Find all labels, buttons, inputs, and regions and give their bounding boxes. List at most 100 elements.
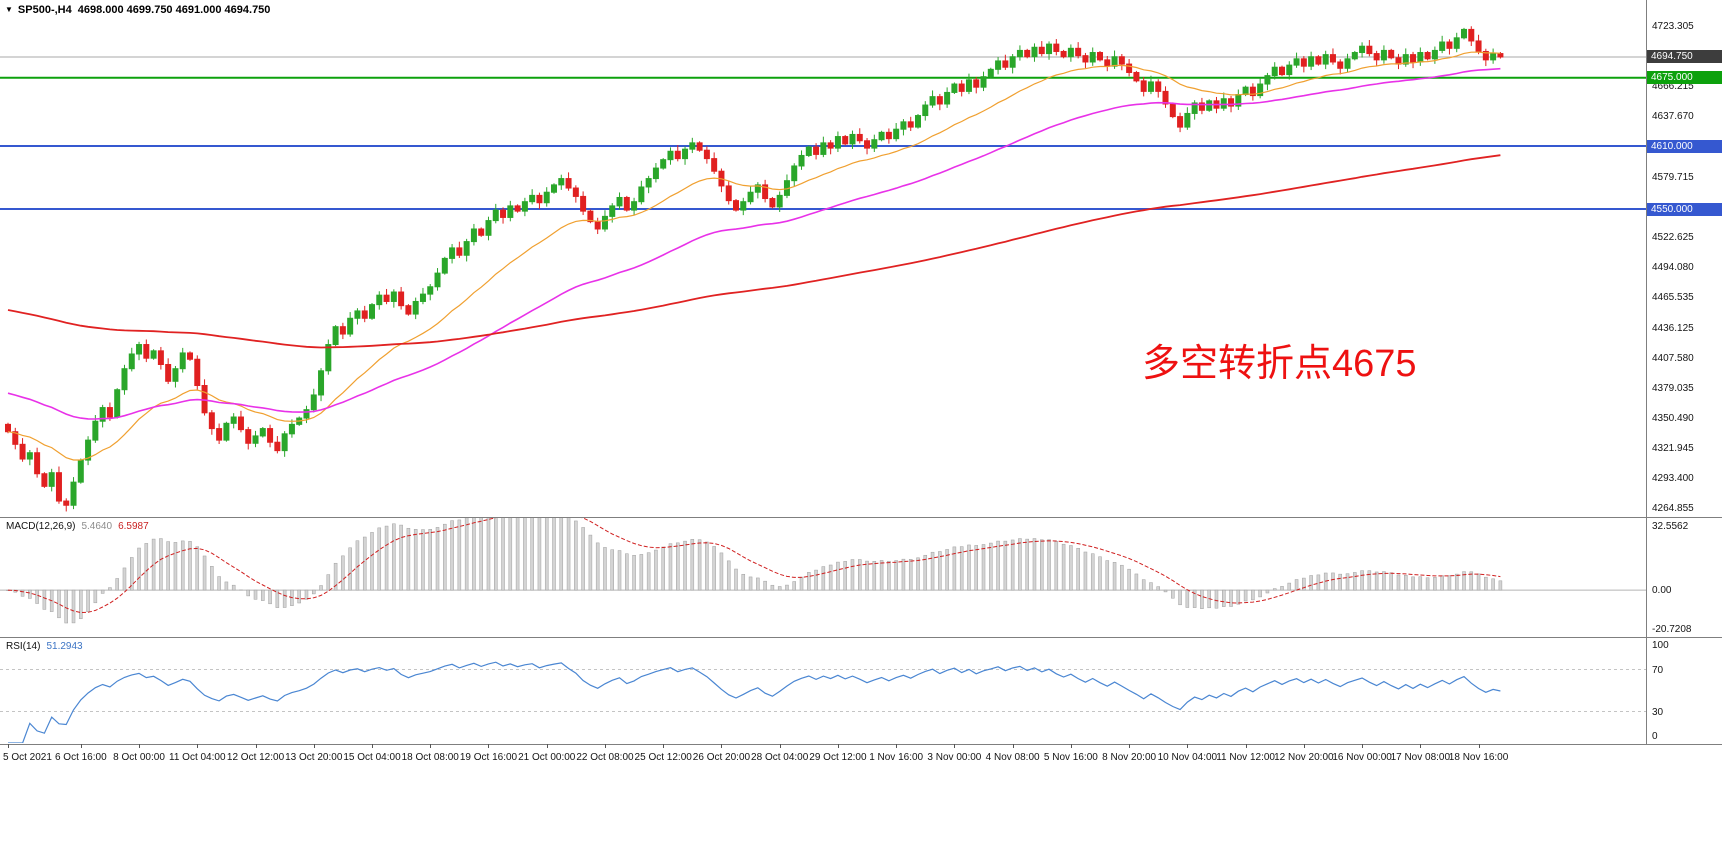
candle (208, 412, 215, 430)
candle (1308, 56, 1315, 67)
rsi-panel-separator[interactable] (0, 637, 1722, 638)
main-chart-canvas[interactable] (0, 0, 1646, 517)
price-marker-box: 4550.000 (1647, 202, 1722, 216)
candle (980, 76, 987, 88)
candle (48, 472, 55, 487)
time-axis-label: 18 Nov 16:00 (1448, 752, 1509, 763)
candle (1388, 49, 1395, 59)
candle (5, 423, 11, 433)
candle (1424, 52, 1431, 60)
candle (456, 247, 463, 256)
candle (1271, 66, 1278, 77)
candle (1169, 103, 1176, 118)
candle (237, 416, 244, 431)
candle (55, 472, 62, 502)
candle (1067, 47, 1074, 58)
price-axis-label: 4264.855 (1652, 503, 1694, 515)
candle (1162, 90, 1169, 105)
candle (871, 139, 878, 149)
candle (92, 420, 99, 441)
candle (369, 304, 375, 319)
candle (529, 194, 536, 203)
rsi-line (8, 661, 1501, 743)
candle (1147, 81, 1154, 92)
candle (849, 133, 856, 145)
time-tick (488, 744, 490, 748)
time-tick (1070, 744, 1072, 748)
candle (834, 136, 841, 149)
candle (1257, 83, 1264, 97)
candle (12, 431, 19, 445)
time-axis-label: 25 Oct 12:00 (634, 752, 692, 763)
candle (1024, 49, 1031, 58)
candle (1089, 52, 1096, 63)
time-axis-label: 28 Oct 04:00 (751, 752, 809, 763)
candle (1417, 52, 1424, 63)
candle (34, 452, 41, 475)
price-axis-label: 4350.490 (1652, 413, 1694, 425)
price-axis-label: 4666.215 (1652, 81, 1694, 93)
time-tick (1012, 744, 1014, 748)
time-tick (1187, 744, 1189, 748)
rsi-panel-canvas[interactable] (0, 638, 1646, 743)
candle (1410, 54, 1417, 63)
candle (230, 416, 237, 424)
time-axis-label: 10 Nov 04:00 (1157, 752, 1218, 763)
time-tick (430, 744, 432, 748)
price-axis-label: 4407.580 (1652, 353, 1694, 365)
candle (645, 178, 652, 188)
time-axis-label: 13 Oct 20:00 (285, 752, 343, 763)
candle (995, 60, 1002, 70)
time-tick (197, 744, 199, 748)
candle (470, 228, 477, 243)
candle (390, 291, 397, 302)
symbol-timeframe: SP500-,H4 (17, 4, 72, 16)
candle (223, 422, 230, 441)
candle (987, 68, 994, 78)
candle (667, 150, 674, 161)
macd-signal-line (7, 518, 1501, 614)
candle (1097, 52, 1103, 61)
candle (1038, 46, 1045, 55)
candle (973, 79, 980, 88)
macd-panel-separator[interactable] (0, 517, 1722, 518)
candle (1140, 80, 1147, 92)
candle (332, 326, 339, 346)
candle (682, 148, 689, 160)
candle (1468, 28, 1475, 42)
candle (827, 142, 834, 149)
candle (412, 300, 419, 315)
candle (1300, 58, 1307, 67)
time-axis-label: 11 Nov 12:00 (1216, 752, 1275, 763)
time-axis-label: 17 Nov 08:00 (1390, 752, 1451, 763)
candle (1104, 59, 1111, 67)
candle (652, 167, 659, 180)
macd-panel-canvas[interactable] (0, 518, 1646, 636)
candle (1016, 49, 1023, 58)
candle (769, 198, 776, 208)
candle (354, 310, 361, 319)
candle (1075, 47, 1082, 57)
candle (893, 128, 900, 140)
candle (1453, 37, 1460, 49)
symbol-dropdown-icon[interactable]: ▼ (5, 5, 13, 14)
price-marker-box: 4610.000 (1647, 139, 1722, 153)
chart-title: ▼ SP500-,H4 4698.000 4699.750 4691.000 469… (5, 4, 270, 16)
candle (958, 83, 965, 92)
candle (419, 293, 426, 302)
candle (303, 409, 310, 419)
candle (398, 291, 405, 307)
candle (325, 344, 332, 372)
candle (813, 146, 820, 155)
candle (1249, 86, 1256, 97)
candle (1242, 86, 1249, 96)
macd-signal-value: 6.5987 (118, 521, 149, 532)
macd-scale-label: 0.00 (1652, 585, 1672, 597)
time-axis[interactable]: 5 Oct 2021 6 Oct 16:00 8 Oct 00:00 11 Oct 0… (0, 744, 1722, 774)
candle (1264, 75, 1271, 85)
price-axis[interactable]: 4723.305 4666.215 4637.670 4579.715 4522.625… (1647, 0, 1722, 772)
candle (856, 133, 863, 142)
candle (1482, 50, 1489, 61)
time-tick (954, 744, 956, 748)
candle (507, 205, 514, 218)
